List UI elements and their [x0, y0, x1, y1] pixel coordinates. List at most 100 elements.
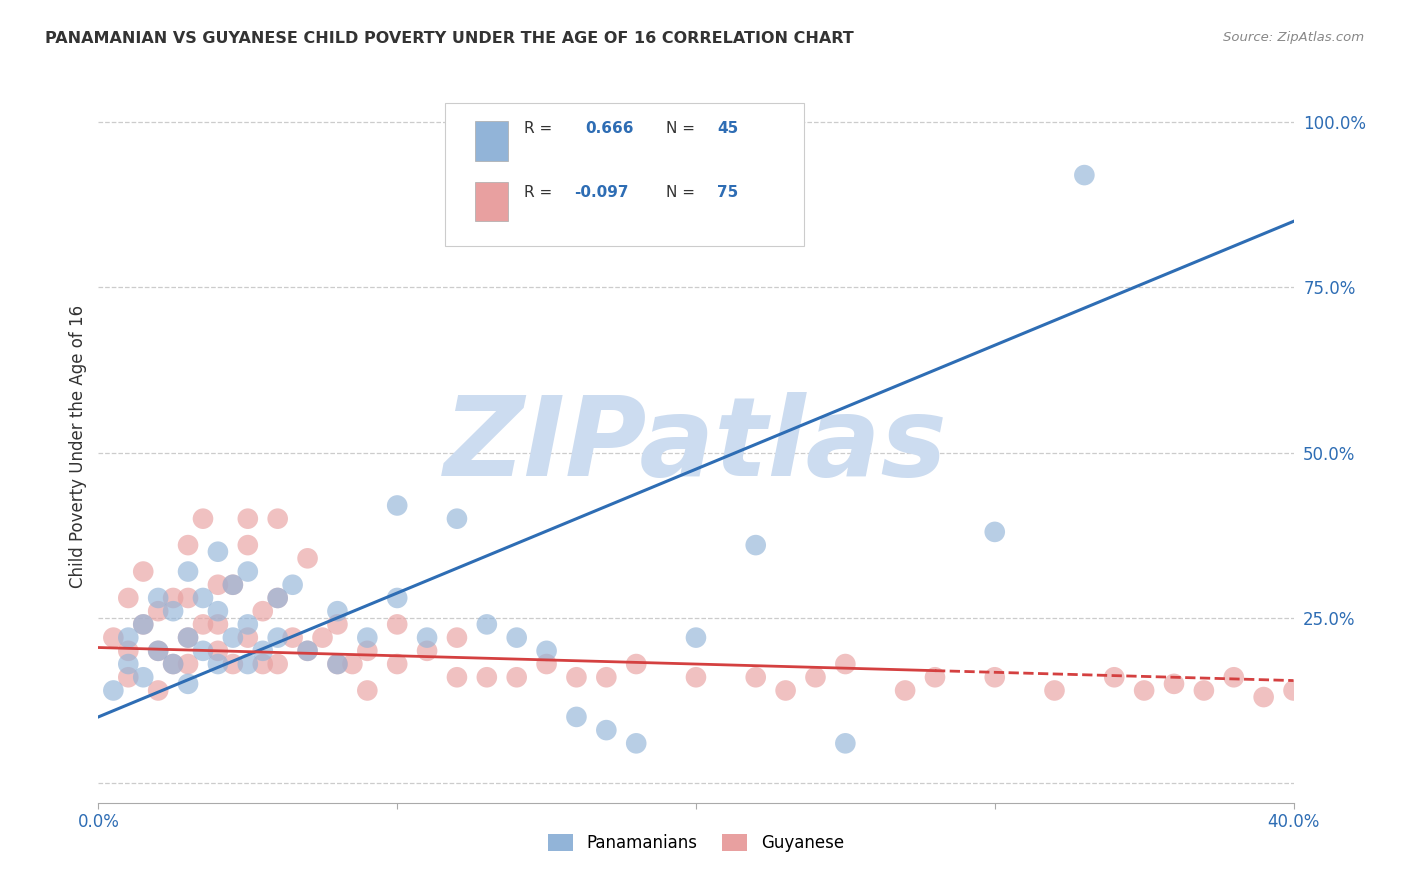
Point [191, 511, 214, 525]
Point [162, 604, 184, 618]
Point [834, 736, 856, 750]
Y-axis label: Child Poverty Under the Age of 16: Child Poverty Under the Age of 16 [69, 304, 87, 588]
Text: R =: R = [524, 121, 562, 136]
FancyBboxPatch shape [475, 121, 509, 161]
Point [191, 617, 214, 632]
Point [132, 670, 155, 684]
Point [326, 617, 349, 632]
Point [297, 644, 319, 658]
Point [207, 657, 229, 671]
Point [191, 591, 214, 605]
Point [626, 736, 648, 750]
Point [117, 657, 139, 671]
Point [626, 657, 648, 671]
Text: -0.097: -0.097 [574, 186, 628, 200]
Point [984, 670, 1007, 684]
Point [685, 670, 707, 684]
Point [207, 578, 229, 592]
Point [177, 657, 200, 671]
Point [416, 644, 439, 658]
Point [222, 578, 245, 592]
Point [446, 670, 468, 684]
Point [191, 644, 214, 658]
Point [117, 670, 139, 684]
Point [207, 545, 229, 559]
FancyBboxPatch shape [475, 182, 509, 221]
Point [446, 631, 468, 645]
Point [252, 657, 274, 671]
Point [148, 644, 170, 658]
Point [267, 591, 290, 605]
Point [1104, 670, 1126, 684]
Point [297, 551, 319, 566]
Text: N =: N = [666, 186, 700, 200]
Text: N =: N = [666, 121, 700, 136]
Text: R =: R = [524, 186, 557, 200]
Point [177, 538, 200, 552]
Point [385, 617, 409, 632]
Point [536, 644, 558, 658]
Point [222, 657, 245, 671]
Point [148, 683, 170, 698]
Point [103, 683, 125, 698]
Point [1372, 690, 1395, 704]
Text: PANAMANIAN VS GUYANESE CHILD POVERTY UNDER THE AGE OF 16 CORRELATION CHART: PANAMANIAN VS GUYANESE CHILD POVERTY UND… [45, 31, 853, 46]
Text: Source: ZipAtlas.com: Source: ZipAtlas.com [1223, 31, 1364, 45]
Point [177, 631, 200, 645]
Point [222, 631, 245, 645]
Point [326, 657, 349, 671]
Point [117, 591, 139, 605]
Point [236, 631, 259, 645]
Point [177, 631, 200, 645]
Point [1223, 670, 1246, 684]
Point [267, 511, 290, 525]
Point [236, 511, 259, 525]
Point [103, 631, 125, 645]
Point [326, 657, 349, 671]
Point [1282, 683, 1305, 698]
Point [342, 657, 364, 671]
Point [252, 604, 274, 618]
Point [236, 617, 259, 632]
Point [267, 657, 290, 671]
Legend: Panamanians, Guyanese: Panamanians, Guyanese [541, 827, 851, 859]
Point [536, 657, 558, 671]
Point [236, 657, 259, 671]
Point [132, 617, 155, 632]
Point [475, 670, 498, 684]
Point [177, 565, 200, 579]
Point [775, 683, 797, 698]
Point [162, 657, 184, 671]
Point [506, 631, 529, 645]
Point [506, 670, 529, 684]
Point [252, 644, 274, 658]
Point [1192, 683, 1215, 698]
Point [267, 631, 290, 645]
Point [565, 710, 588, 724]
Point [162, 591, 184, 605]
Point [595, 670, 617, 684]
Point [356, 683, 378, 698]
Point [595, 723, 617, 738]
Point [207, 617, 229, 632]
Point [804, 670, 827, 684]
Point [117, 631, 139, 645]
Point [281, 578, 304, 592]
Point [685, 631, 707, 645]
Point [236, 538, 259, 552]
Point [207, 604, 229, 618]
FancyBboxPatch shape [446, 103, 804, 246]
Point [924, 670, 946, 684]
Point [117, 644, 139, 658]
Point [177, 591, 200, 605]
Point [565, 670, 588, 684]
Text: 75: 75 [717, 186, 738, 200]
Point [1402, 683, 1406, 698]
Point [326, 604, 349, 618]
Point [356, 644, 378, 658]
Point [177, 677, 200, 691]
Point [894, 683, 917, 698]
Point [148, 591, 170, 605]
Point [148, 604, 170, 618]
Text: 45: 45 [717, 121, 738, 136]
